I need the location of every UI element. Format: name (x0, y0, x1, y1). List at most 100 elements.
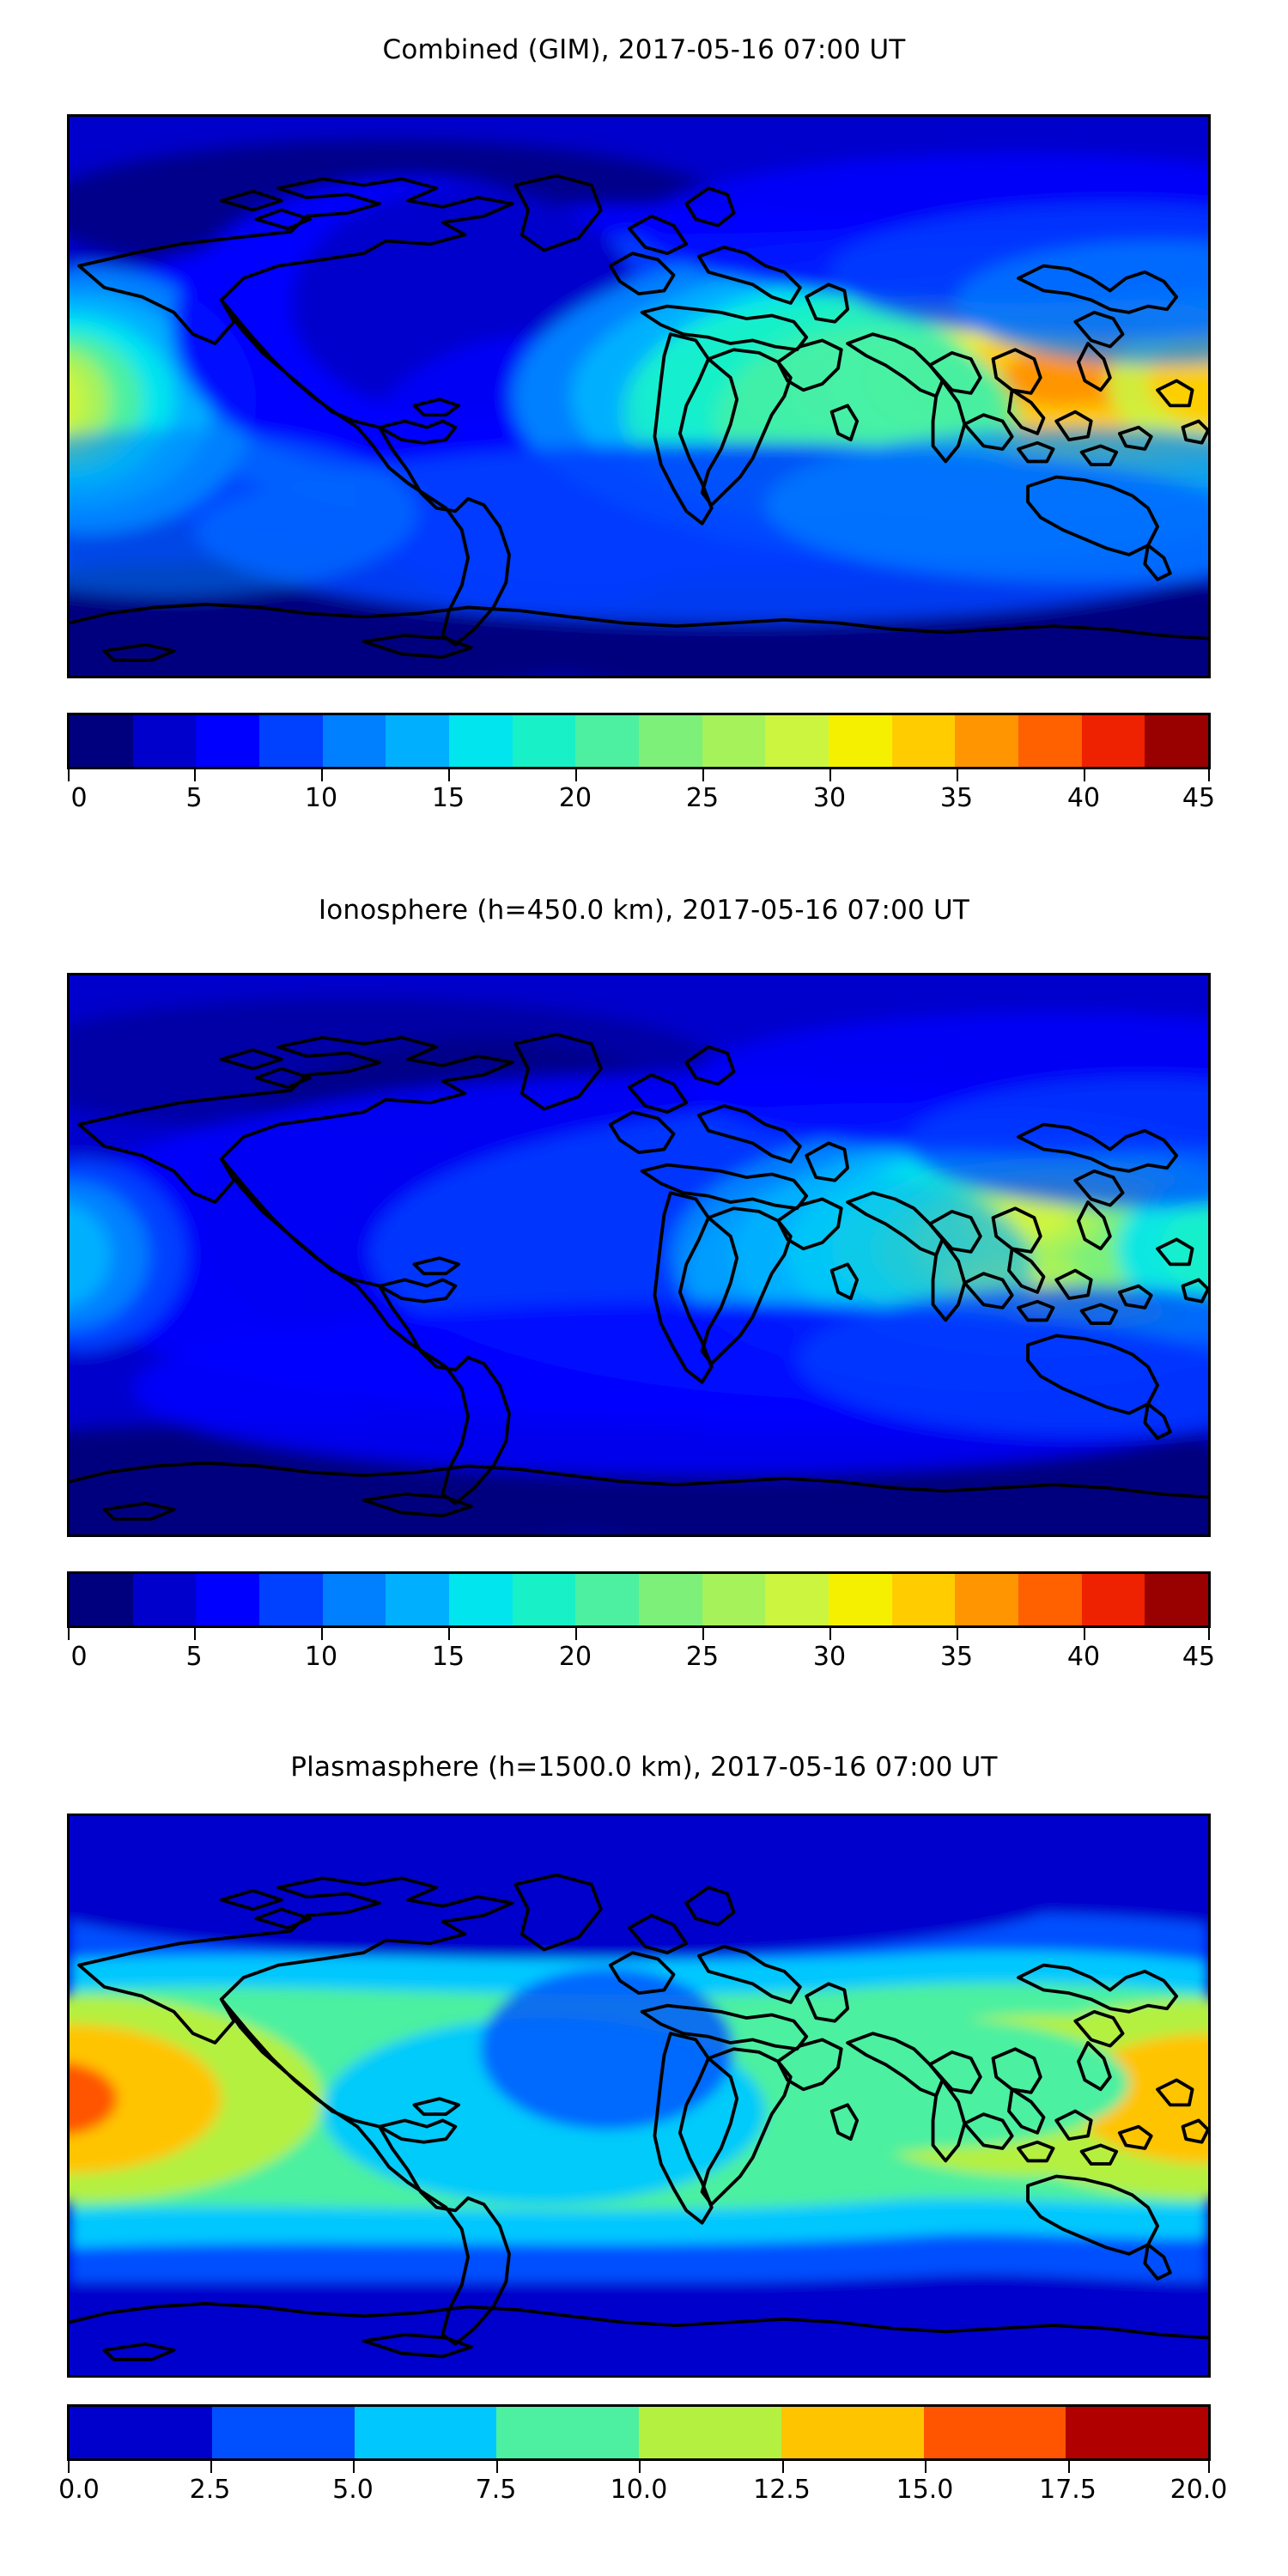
colorbar-tick-6 (925, 2461, 927, 2473)
colorbar-tick-8 (1084, 1628, 1085, 1640)
colorbar-bands-combined (67, 713, 1211, 769)
colorbar-tick-label-5: 25 (685, 1642, 720, 1672)
colorbar-band-7 (512, 1574, 576, 1625)
colorbar-band-10 (702, 1574, 766, 1625)
colorbar-band-5 (781, 2407, 924, 2458)
colorbar-tick-5 (781, 2461, 784, 2473)
contour-fill-combined (70, 117, 1208, 676)
colorbar-tick-7 (957, 1628, 958, 1640)
colorbar-tick-5 (702, 1628, 704, 1640)
colorbar-tick-label-6: 30 (812, 783, 847, 813)
colorbar-tick-label-6: 30 (812, 1642, 847, 1672)
colorbar-band-17 (1145, 715, 1209, 767)
colorbar-tick-6 (829, 769, 831, 781)
colorbar-tick-label-9: 45 (1182, 783, 1216, 813)
colorbar-bands-plasmasphere (67, 2404, 1211, 2461)
colorbar-tick-4 (575, 1628, 577, 1640)
colorbar-band-9 (639, 1574, 702, 1625)
colorbar-tick-7 (1067, 2461, 1070, 2473)
contour-fill-ionosphere (70, 975, 1208, 1534)
colorbar-tick-3 (448, 769, 450, 781)
colorbar-bands-ionosphere (67, 1571, 1211, 1628)
colorbar-tick-label-2: 5.0 (332, 2475, 374, 2505)
colorbar-band-13 (891, 715, 956, 767)
colorbar-band-1 (132, 715, 197, 767)
colorbar-tick-8 (1208, 2461, 1210, 2473)
colorbar-labels-ionosphere: 0 5 10 15 20 25 30 35 40 45 (67, 1642, 1215, 1678)
panel-combined-gim: Combined (GIM), 2017-05-16 07:00 UT (0, 0, 1288, 859)
colorbar-band-0 (70, 2407, 212, 2458)
colorbar-tick-label-2: 10 (304, 1642, 338, 1672)
colorbar-tick-label-5: 25 (685, 783, 720, 813)
colorbar-band-12 (829, 1574, 892, 1625)
colorbar-tick-label-8: 40 (1066, 1642, 1101, 1672)
colorbar-ticks-ionosphere (67, 1628, 1211, 1640)
coastlines-combined (70, 173, 1208, 662)
panel-ionosphere: Ionosphere (h=450.0 km), 2017-05-16 07:0… (0, 859, 1288, 1717)
colorbar-band-5 (386, 1574, 450, 1625)
colorbar-band-8 (575, 715, 640, 767)
colorbar-band-14 (955, 715, 1019, 767)
colorbar-tick-4 (639, 2461, 641, 2473)
map-plasmasphere (67, 1814, 1211, 2378)
colorbar-tick-9 (1208, 769, 1210, 781)
colorbar-band-4 (322, 1574, 386, 1625)
colorbar-tick-label-0: 0.0 (58, 2475, 100, 2505)
colorbar-tick-label-1: 5 (185, 783, 203, 813)
colorbar-band-17 (1145, 1574, 1209, 1625)
colorbar-tick-label-8: 40 (1066, 783, 1101, 813)
colorbar-tick-7 (957, 769, 958, 781)
colorbar-tick-label-1: 5 (185, 1642, 203, 1672)
colorbar-band-15 (1018, 715, 1082, 767)
panel-title-ionosphere: Ionosphere (h=450.0 km), 2017-05-16 07:0… (318, 895, 970, 926)
colorbar-tick-label-3: 15 (431, 1642, 465, 1672)
colorbar-labels-plasmasphere: 0.0 2.5 5.0 7.5 10.0 12.5 15.0 17.5 20.0 (58, 2475, 1227, 2511)
colorbar-band-2 (196, 715, 260, 767)
colorbar-tick-5 (702, 769, 704, 781)
colorbar-tick-2 (353, 2461, 355, 2473)
colorbar-tick-3 (448, 1628, 450, 1640)
colorbar-tick-6 (829, 1628, 831, 1640)
colorbar-band-6 (449, 1574, 513, 1625)
colorbar-band-10 (702, 715, 766, 767)
colorbar-tick-label-4: 10.0 (610, 2475, 668, 2505)
colorbar-tick-1 (194, 769, 196, 781)
colorbar-tick-0 (68, 1628, 70, 1640)
colorbar-tick-1 (194, 1628, 196, 1640)
colorbar-tick-0 (68, 769, 70, 781)
coastlines-ionosphere (70, 1032, 1208, 1521)
colorbar-ticks-plasmasphere (67, 2461, 1211, 2473)
colorbar-tick-label-5: 12.5 (753, 2475, 811, 2505)
colorbar-band-12 (829, 715, 892, 767)
colorbar-band-16 (1081, 1574, 1145, 1625)
colorbar-band-4 (639, 2407, 781, 2458)
colorbar-tick-label-8: 20.0 (1170, 2475, 1228, 2505)
coastlines-plasmasphere (70, 1873, 1208, 2361)
colorbar-band-15 (1018, 1574, 1082, 1625)
colorbar-band-1 (211, 2407, 355, 2458)
panel-title-combined-gim: Combined (GIM), 2017-05-16 07:00 UT (382, 34, 906, 65)
colorbar-band-5 (386, 715, 450, 767)
colorbar-tick-2 (321, 769, 323, 781)
colorbar-tick-label-7: 35 (939, 783, 974, 813)
colorbar-labels-combined: 0 5 10 15 20 25 30 35 40 45 (67, 783, 1215, 819)
colorbar-band-2 (196, 1574, 260, 1625)
colorbar-band-3 (259, 1574, 323, 1625)
colorbar-band-7 (1066, 2407, 1208, 2458)
colorbar-band-6 (449, 715, 513, 767)
colorbar-band-13 (891, 1574, 956, 1625)
colorbar-tick-4 (575, 769, 577, 781)
contour-fill-plasmasphere (70, 1816, 1208, 2375)
colorbar-band-3 (496, 2407, 639, 2458)
colorbar-tick-label-0: 0 (70, 783, 88, 813)
map-ionosphere (67, 973, 1211, 1537)
map-svg-ionosphere (70, 975, 1208, 1534)
colorbar-tick-label-4: 20 (558, 783, 592, 813)
colorbar-band-6 (923, 2407, 1066, 2458)
colorbar-band-9 (639, 715, 702, 767)
colorbar-band-1 (132, 1574, 197, 1625)
colorbar-tick-0 (68, 2461, 70, 2473)
panel-title-plasmasphere: Plasmasphere (h=1500.0 km), 2017-05-16 0… (290, 1752, 998, 1783)
colorbar-tick-label-2: 10 (304, 783, 338, 813)
